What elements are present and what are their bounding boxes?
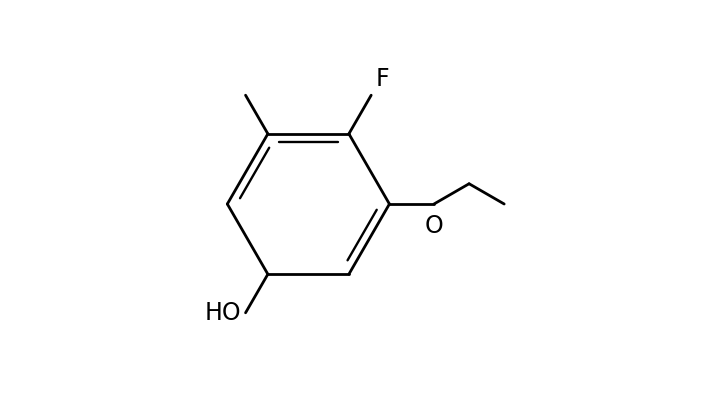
Text: F: F [376, 67, 389, 91]
Text: O: O [425, 214, 443, 238]
Text: HO: HO [205, 301, 241, 325]
